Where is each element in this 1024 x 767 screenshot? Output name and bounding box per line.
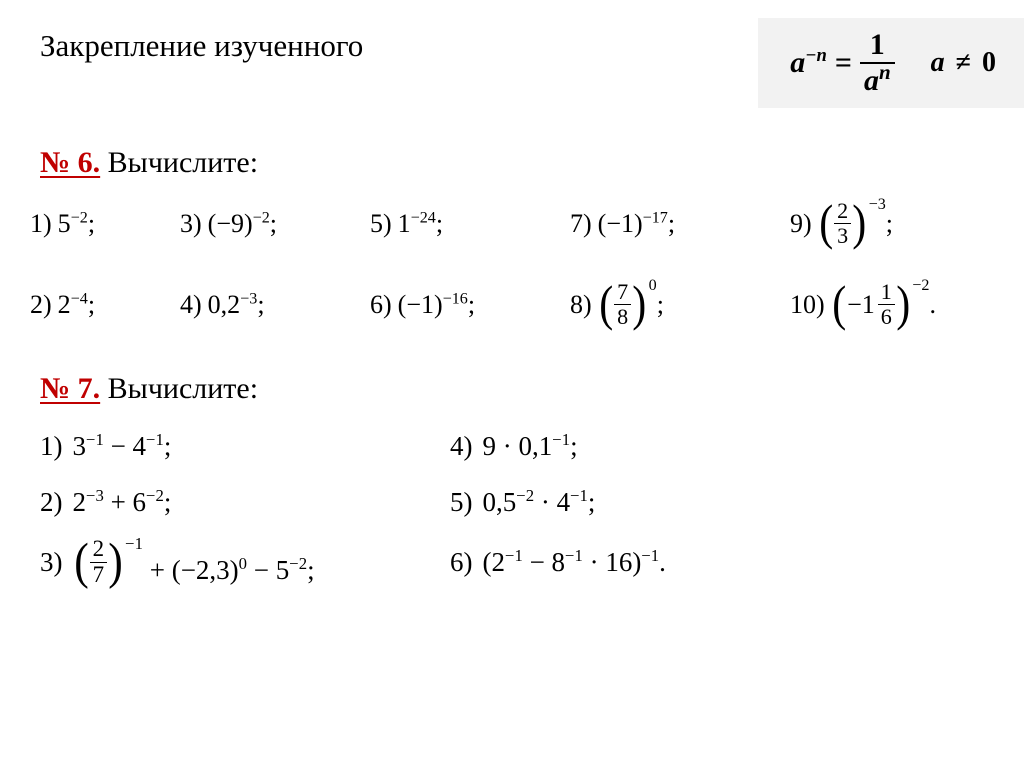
t6-item-5: 5)1−24; xyxy=(370,209,570,239)
t6-item-8: 8) ( 78 ) 0 ; xyxy=(570,281,790,328)
t6-item-2: 2)2−4; xyxy=(30,290,180,320)
t6-item-6: 6)(−1)−16; xyxy=(370,290,570,320)
formula-main: a−n = 1 an xyxy=(790,30,894,96)
formula-rhs-fraction: 1 an xyxy=(860,30,895,96)
t6-item-1: 1)5−2; xyxy=(30,209,180,239)
formula-box: a−n = 1 an a ≠ 0 xyxy=(758,18,1024,108)
t7-item-5: 5)0,5−2 · 4−1; xyxy=(450,482,870,522)
header-row: Закрепление изученного a−n = 1 an a ≠ 0 xyxy=(40,18,984,108)
t7-item-4: 4)9 · 0,1−1; xyxy=(450,426,870,466)
t6-item-7: 7)(−1)−17; xyxy=(570,209,790,239)
task6-grid: 1)5−2; 3)(−9)−2; 5)1−24; 7)(−1)−17; 9) (… xyxy=(30,200,984,328)
formula-lhs: a−n xyxy=(790,46,827,80)
t6-item-3: 3)(−9)−2; xyxy=(180,209,370,239)
t7-item-3: 3)(27)−1 + (−2,3)0 − 5−2; xyxy=(40,538,450,587)
page-title: Закрепление изученного xyxy=(40,18,363,64)
t7-item-6: 6)(2−1 − 8−1 · 16)−1. xyxy=(450,543,870,583)
formula-condition: a ≠ 0 xyxy=(931,47,996,79)
t6-item-9: 9) ( 23 ) −3 ; xyxy=(790,200,1010,247)
page: Закрепление изученного a−n = 1 an a ≠ 0 xyxy=(0,0,1024,767)
task7-heading: № 7. Вычислите: xyxy=(40,372,984,406)
t7-item-2: 2)2−3 + 6−2; xyxy=(40,482,450,522)
t6-item-10: 10) ( −1 16 ) −2 . xyxy=(790,281,1010,328)
task7-grid: 1)3−1 − 4−1; 4)9 · 0,1−1; 2)2−3 + 6−2; 5… xyxy=(40,426,984,587)
task6-heading: № 6. Вычислите: xyxy=(40,146,984,180)
task7-title: Вычислите: xyxy=(108,372,258,405)
t7-item-1: 1)3−1 − 4−1; xyxy=(40,426,450,466)
task7-number: № 7. xyxy=(40,372,100,405)
t6-item-4: 4)0,2−3; xyxy=(180,290,370,320)
task6-number: № 6. xyxy=(40,146,100,179)
equals-sign: = xyxy=(835,46,852,80)
